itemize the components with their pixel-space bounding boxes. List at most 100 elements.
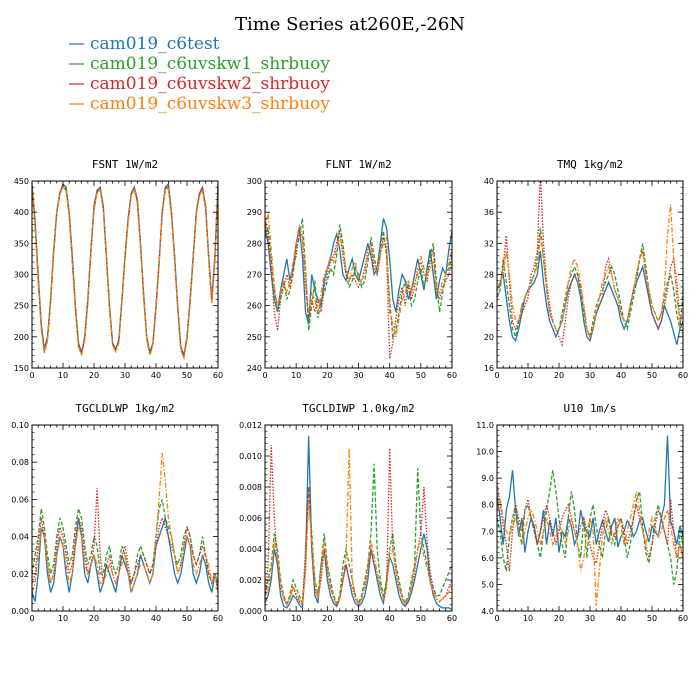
x-tick-label: 30 [353,371,363,380]
panel-title: FLNT 1W/m2 [325,158,391,171]
series-line [265,218,452,359]
panel-title: FSNT 1W/m2 [92,158,158,171]
panel-title: TMQ 1kg/m2 [557,158,623,171]
x-tick-label: 50 [182,371,192,380]
y-tick-label: 7.0 [481,527,494,536]
y-tick-label: 0.008 [239,483,262,492]
x-tick-label: 40 [385,614,395,623]
y-tick-label: 0.000 [239,607,262,616]
x-tick-label: 10 [58,614,68,623]
y-tick-label: 200 [14,333,29,342]
y-tick-label: 0.02 [11,570,29,579]
series-line [32,185,218,361]
series-line [265,212,452,337]
x-tick-label: 60 [213,614,223,623]
y-tick-label: 9.0 [481,474,494,483]
x-tick-label: 0 [262,371,267,380]
series-line [32,452,218,593]
x-tick-label: 60 [213,371,223,380]
y-tick-label: 0.002 [239,576,262,585]
series-line [497,491,683,606]
x-tick-label: 0 [494,371,499,380]
panel-title: TGCLDLWP 1kg/m2 [75,402,174,415]
x-tick-label: 30 [120,371,130,380]
x-tick-label: 50 [647,614,657,623]
x-tick-label: 40 [151,614,161,623]
legend-label: cam019_c6test [90,34,220,54]
x-tick-label: 20 [554,371,564,380]
series-line [497,251,683,345]
x-tick-label: 60 [678,614,688,623]
series-line [32,182,218,356]
y-tick-label: 450 [14,177,29,186]
x-tick-label: 50 [416,371,426,380]
y-tick-label: 0.06 [11,495,29,504]
x-tick-label: 50 [647,371,657,380]
x-tick-label: 20 [322,371,332,380]
y-tick-label: 0.010 [239,452,262,461]
y-tick-label: 0.10 [11,421,29,430]
plot-frame [31,180,219,369]
x-tick-label: 50 [182,614,192,623]
y-tick-label: 0.012 [239,421,262,430]
legend: cam019_c6testcam019_c6uvskw1_shrbuoycam0… [69,34,330,114]
y-tick-label: 10.0 [476,448,494,457]
panel-title: TGCLDIWP 1.0kg/m2 [302,402,415,415]
legend-label: cam019_c6uvskw1_shrbuoy [90,54,330,74]
x-tick-label: 10 [523,614,533,623]
y-tick-label: 11.0 [476,421,494,430]
y-tick-label: 250 [247,333,262,342]
x-tick-label: 0 [494,614,499,623]
chart-panel: FLNT 1W/m2 0 10 20 30 40 50 60 240 250 260 270 280 29… [247,158,457,380]
x-tick-label: 20 [89,371,99,380]
x-tick-label: 50 [416,614,426,623]
y-tick-label: 36 [484,208,494,217]
series-line [265,445,452,607]
series-line [497,435,683,553]
chart-panel: FSNT 1W/m2 0 10 20 30 40 50 60 150 200 250 300 350 40… [14,158,223,380]
series-line [32,488,218,593]
y-tick-label: 28 [484,271,494,280]
y-tick-label: 5.0 [481,580,494,589]
y-tick-label: 300 [247,177,262,186]
x-tick-label: 30 [353,614,363,623]
series-line [265,218,452,340]
x-tick-label: 60 [678,371,688,380]
x-tick-label: 30 [585,614,595,623]
y-tick-label: 0.006 [239,514,262,523]
x-tick-label: 30 [120,614,130,623]
x-tick-label: 40 [385,371,395,380]
x-tick-label: 40 [616,371,626,380]
y-tick-label: 350 [14,239,29,248]
y-tick-label: 8.0 [481,501,494,510]
y-tick-label: 280 [247,239,262,248]
y-tick-label: 20 [484,333,494,342]
y-tick-label: 0.00 [11,607,29,616]
series-line [265,435,452,611]
y-tick-label: 270 [247,271,262,280]
chart-panel: TGCLDLWP 1kg/m2 0 10 20 30 40 50 60 0.00 0.02 0.04… [11,402,223,623]
y-tick-label: 0.04 [11,533,29,542]
x-tick-label: 20 [322,614,332,623]
chart-panel: TGCLDIWP 1.0kg/m2 0 10 20 30 40 50 60 0.000 0.002… [239,402,457,623]
y-tick-label: 0.08 [11,458,29,467]
legend-label: cam019_c6uvskw2_shrbuoy [90,74,330,94]
x-tick-label: 0 [29,614,34,623]
chart-panel: U10 1m/s 0 10 20 30 40 50 60 4.0 5.0 6.0 7.0 8.0 9.0 1… [476,402,688,623]
figure-title: Time Series at260E,-26N [235,14,465,35]
x-tick-label: 30 [585,371,595,380]
series-line [497,181,683,348]
legend-label: cam019_c6uvskw3_shrbuoy [90,94,330,114]
x-tick-label: 10 [291,371,301,380]
series-line [497,204,683,339]
plot-frame [264,424,453,612]
series-line [497,483,683,572]
x-tick-label: 10 [291,614,301,623]
chart-panel: TMQ 1kg/m2 0 10 20 30 40 50 60 16 20 24 28 32 36 40 [484,158,688,380]
x-tick-label: 40 [616,614,626,623]
series-line [32,183,218,358]
x-tick-label: 60 [447,371,457,380]
x-tick-label: 20 [554,614,564,623]
x-tick-label: 0 [262,614,267,623]
